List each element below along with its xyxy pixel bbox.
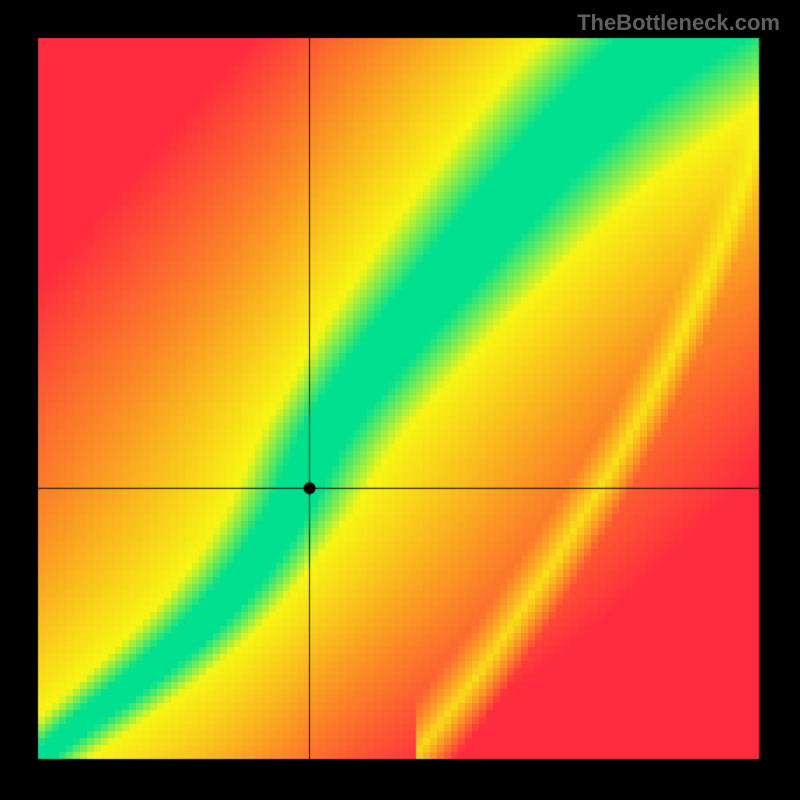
heatmap-canvas	[0, 0, 800, 800]
chart-container: TheBottleneck.com	[0, 0, 800, 800]
watermark-text: TheBottleneck.com	[577, 10, 780, 36]
